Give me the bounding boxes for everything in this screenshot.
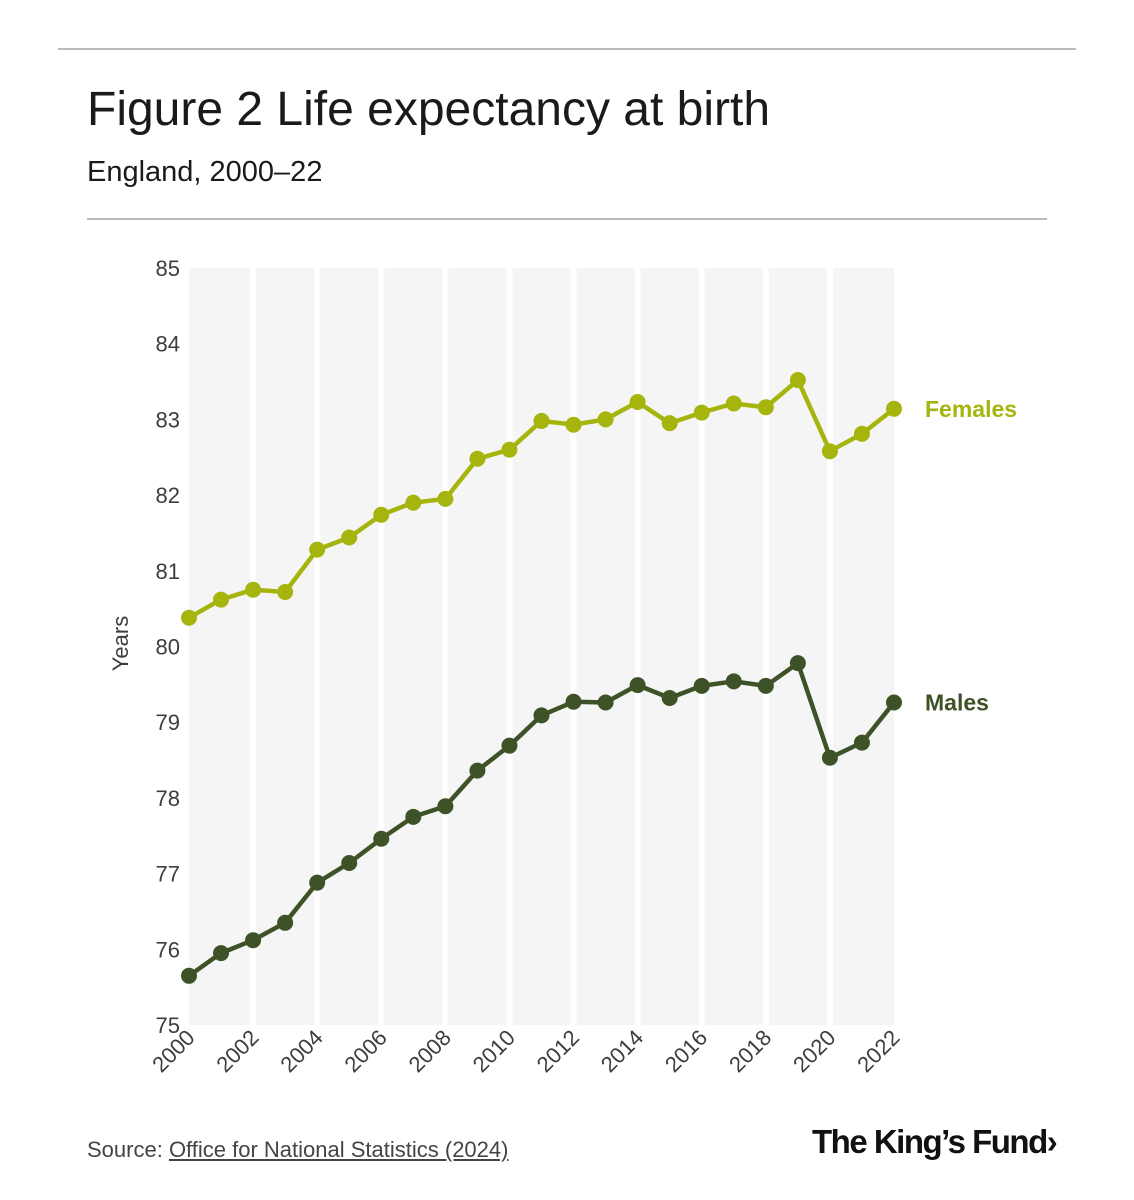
x-tick-label: 2006 (340, 1025, 392, 1077)
females-point (725, 395, 742, 412)
x-tick-label: 2016 (660, 1025, 712, 1077)
females-point (886, 400, 902, 417)
top-divider (58, 48, 1076, 50)
y-tick-label: 84 (156, 332, 180, 357)
source-link[interactable]: Office for National Statistics (2024) (168, 1137, 509, 1162)
males-point (693, 677, 710, 694)
females-point (405, 494, 422, 511)
x-tick-label: 2020 (788, 1025, 840, 1077)
y-tick-label: 75 (156, 1013, 180, 1038)
source-prefix: Source: (87, 1137, 169, 1162)
males-point (181, 967, 197, 984)
males-point (661, 689, 678, 706)
x-tick-label: 2010 (468, 1025, 520, 1077)
males-label: Males (925, 690, 989, 716)
header-divider (87, 218, 1047, 220)
females-point (629, 393, 646, 410)
females-point (181, 609, 197, 626)
males-point (373, 830, 390, 847)
males-point (886, 694, 902, 711)
females-point (309, 541, 326, 558)
males-point (757, 677, 774, 694)
source-note: Source: Office for National Statistics (… (87, 1136, 508, 1164)
males-point (725, 673, 742, 690)
males-point (789, 655, 806, 672)
chart-title: Figure 2 Life expectancy at birth (87, 83, 771, 136)
y-tick-label: 77 (156, 862, 180, 887)
males-point (277, 914, 294, 931)
y-tick-label: 76 (156, 937, 180, 962)
males-point (469, 762, 486, 779)
series-points (181, 372, 902, 984)
males-point (405, 808, 422, 825)
males-point (853, 734, 870, 751)
x-tick-label: 2022 (852, 1025, 904, 1077)
y-axis-title: Years (108, 616, 133, 671)
x-tick-label: 2002 (211, 1025, 263, 1077)
females-point (437, 490, 454, 507)
y-tick-label: 85 (156, 256, 180, 281)
males-point (437, 798, 454, 815)
females-point (597, 411, 614, 428)
females-point (469, 450, 486, 467)
males-point (341, 855, 358, 872)
females-point (757, 399, 774, 416)
y-tick-label: 83 (156, 407, 180, 432)
x-tick-label: 2008 (404, 1025, 456, 1077)
males-point (213, 945, 230, 962)
chart-subtitle: England, 2000–22 (87, 156, 323, 188)
females-point (341, 529, 358, 546)
series-labels: Females Males (925, 396, 1017, 716)
life-expectancy-chart: 75 76 77 78 79 80 81 82 83 84 85 Years 2000 2002 2004… (108, 256, 1017, 1077)
males-point (533, 707, 550, 724)
x-tick-label: 2012 (532, 1025, 584, 1077)
females-point (533, 412, 550, 429)
females-point (693, 404, 710, 421)
y-tick-label: 82 (156, 483, 180, 508)
females-label: Females (925, 396, 1017, 422)
females-point (821, 443, 838, 460)
males-point (597, 694, 614, 711)
y-tick-label: 80 (156, 635, 180, 660)
males-point (821, 749, 838, 766)
females-point (501, 441, 518, 458)
y-tick-label: 81 (156, 559, 180, 584)
females-point (789, 372, 806, 389)
x-tick-label: 2018 (724, 1025, 776, 1077)
x-tick-label: 2014 (596, 1025, 648, 1077)
females-point (565, 416, 582, 433)
females-point (213, 591, 230, 608)
males-point (629, 677, 646, 694)
males-point (245, 932, 262, 949)
males-point (565, 693, 582, 710)
females-point (373, 506, 390, 523)
kings-fund-logo: The King’s Fund› (812, 1123, 1058, 1160)
males-point (309, 874, 326, 891)
females-point (661, 415, 678, 432)
females-point (277, 583, 294, 600)
y-tick-label: 79 (156, 710, 180, 735)
males-point (501, 737, 518, 754)
x-axis: 2000 2002 2004 2006 2008 2010 2012 2014 2016 2018… (147, 1025, 904, 1077)
females-point (853, 425, 870, 442)
y-axis: 75 76 77 78 79 80 81 82 83 84 85 Years (108, 256, 180, 1038)
x-tick-label: 2004 (275, 1025, 327, 1077)
y-tick-label: 78 (156, 786, 180, 811)
females-point (245, 581, 262, 598)
